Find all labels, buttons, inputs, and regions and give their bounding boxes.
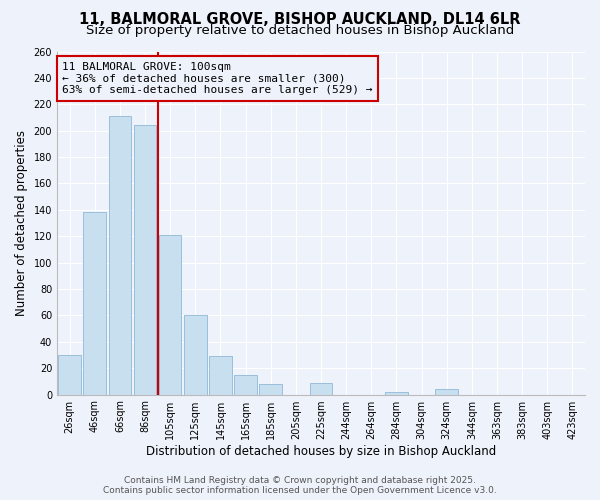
Bar: [83, 212, 106, 394]
Text: Contains HM Land Registry data © Crown copyright and database right 2025.
Contai: Contains HM Land Registry data © Crown c…: [103, 476, 497, 495]
Bar: [234, 375, 257, 394]
Bar: [109, 116, 131, 394]
Bar: [184, 316, 206, 394]
Bar: [209, 356, 232, 395]
Text: 11 BALMORAL GROVE: 100sqm
← 36% of detached houses are smaller (300)
63% of semi: 11 BALMORAL GROVE: 100sqm ← 36% of detac…: [62, 62, 373, 95]
Bar: [310, 382, 332, 394]
Bar: [58, 355, 81, 395]
Bar: [385, 392, 408, 394]
Text: 11, BALMORAL GROVE, BISHOP AUCKLAND, DL14 6LR: 11, BALMORAL GROVE, BISHOP AUCKLAND, DL1…: [79, 12, 521, 28]
Bar: [259, 384, 282, 394]
Bar: [134, 126, 157, 394]
Bar: [436, 390, 458, 394]
X-axis label: Distribution of detached houses by size in Bishop Auckland: Distribution of detached houses by size …: [146, 444, 496, 458]
Y-axis label: Number of detached properties: Number of detached properties: [15, 130, 28, 316]
Text: Size of property relative to detached houses in Bishop Auckland: Size of property relative to detached ho…: [86, 24, 514, 37]
Bar: [159, 235, 181, 394]
